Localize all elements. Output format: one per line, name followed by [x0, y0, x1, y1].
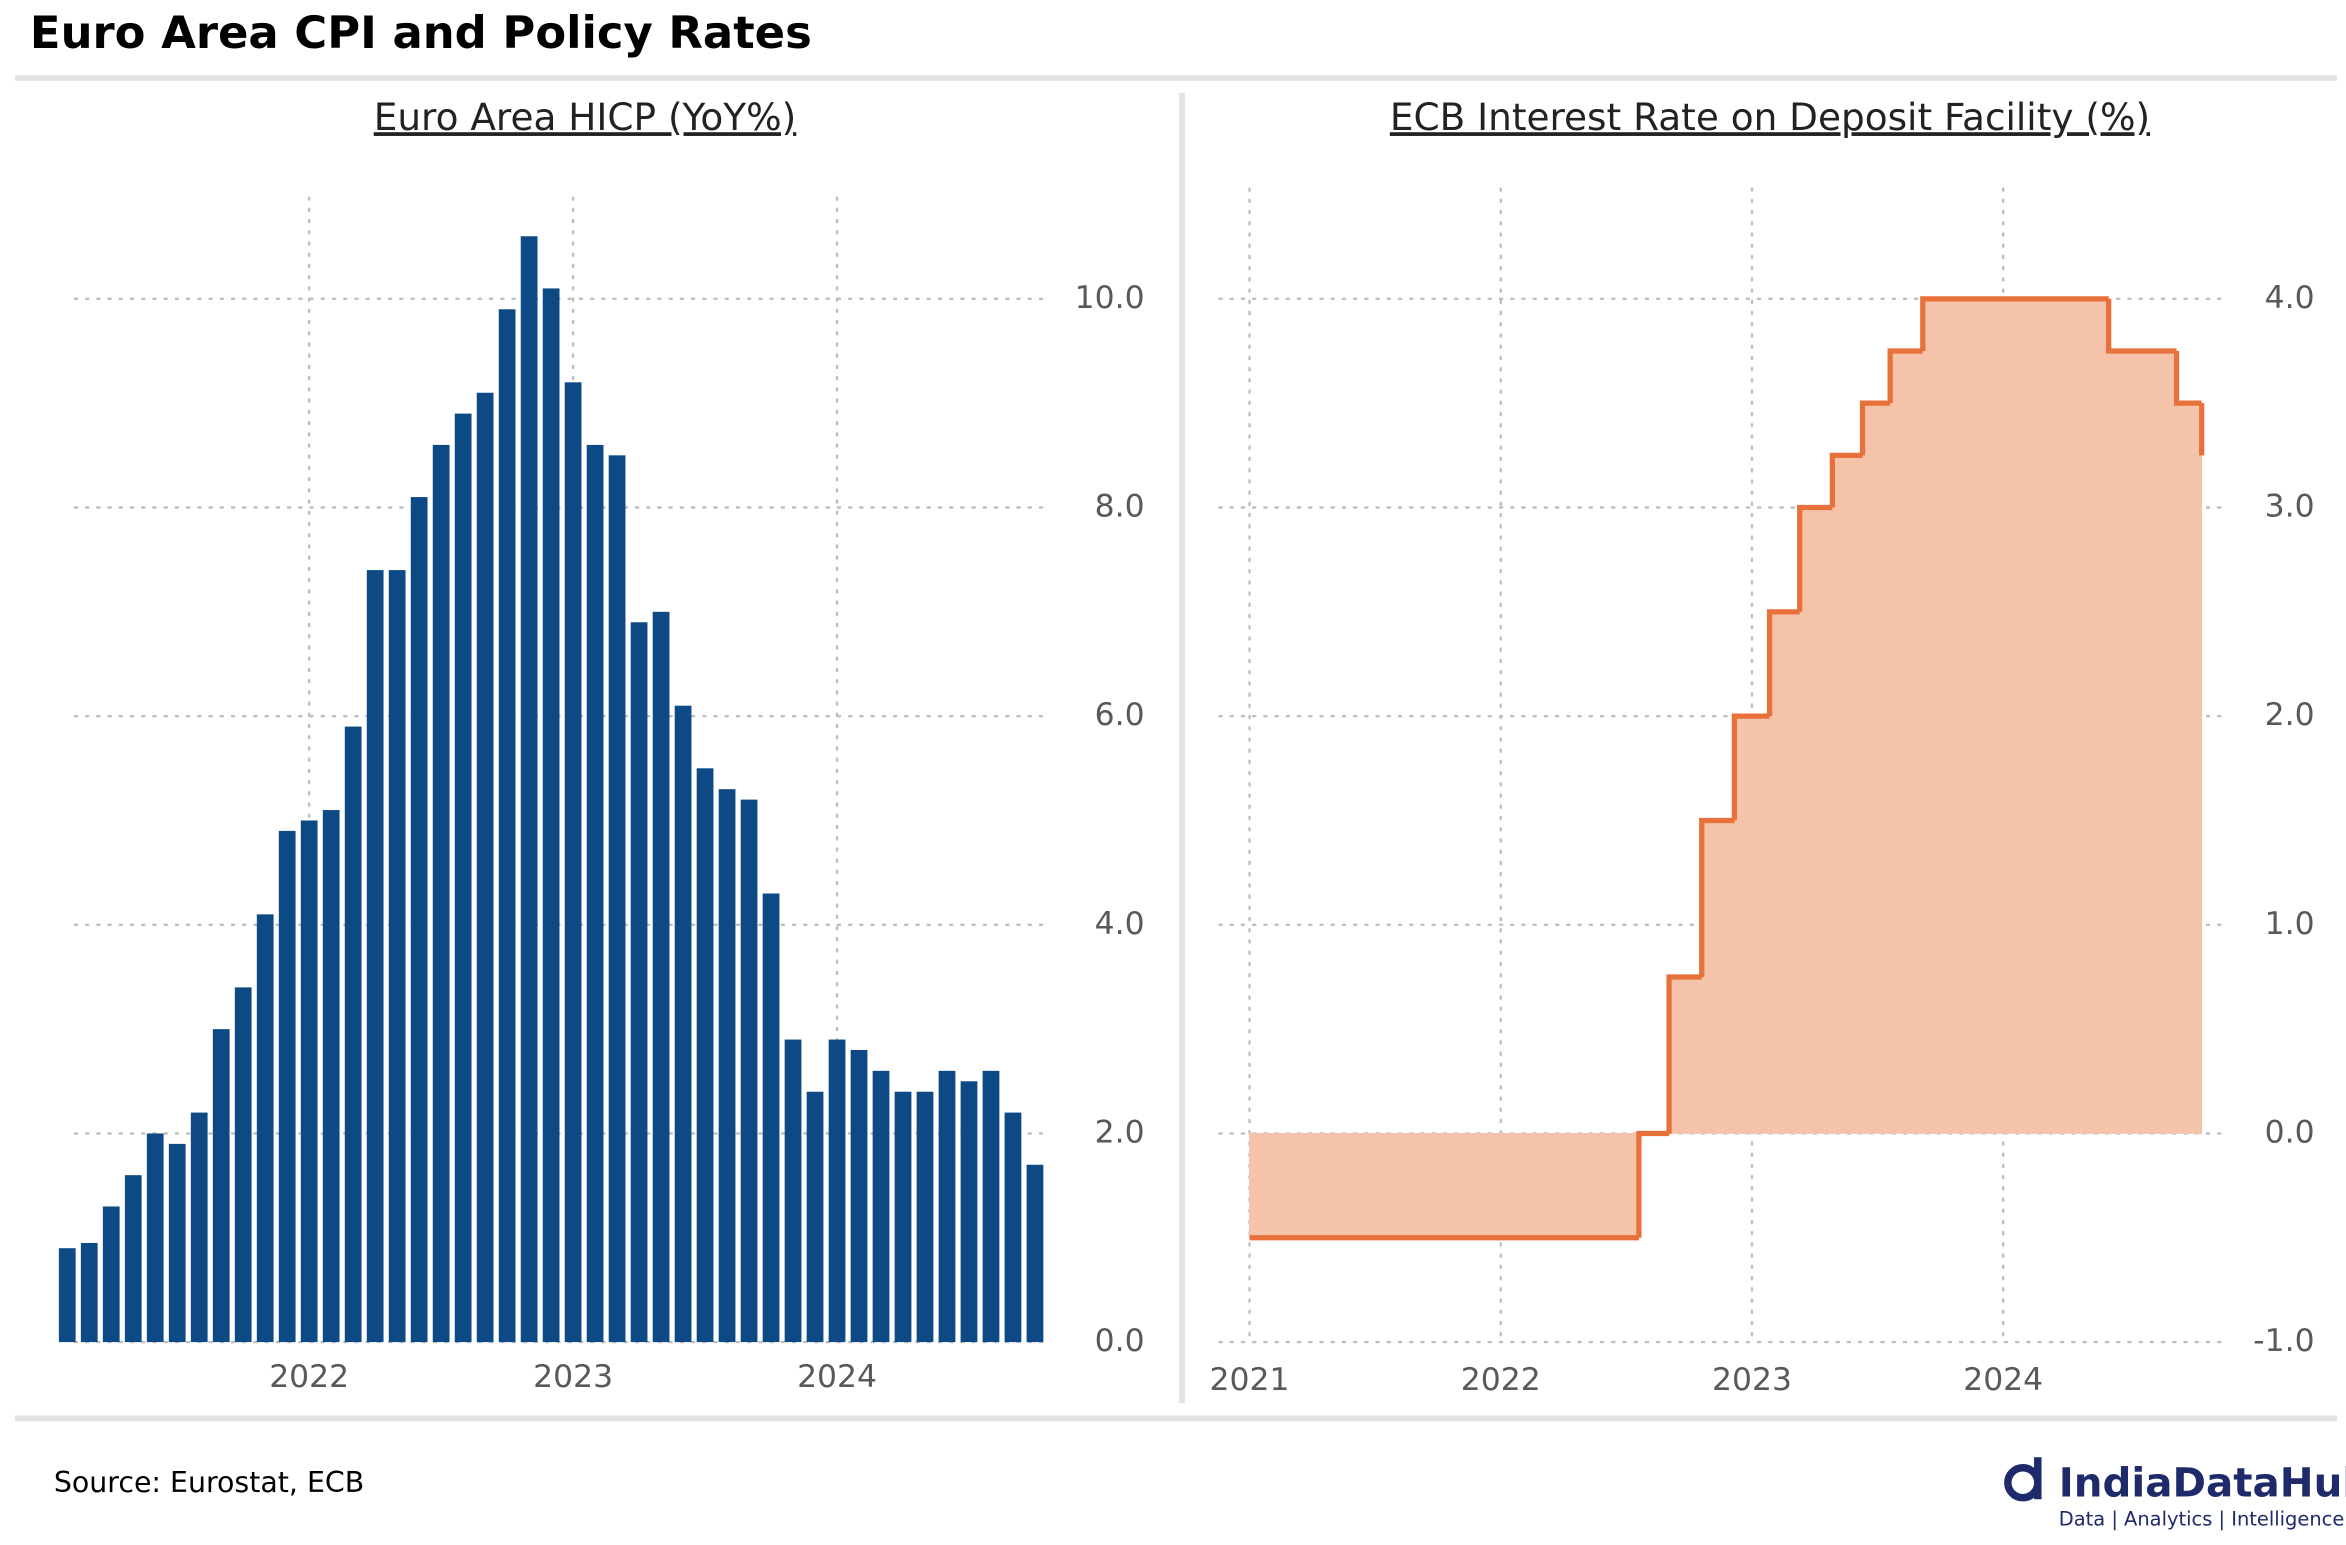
area [1799, 507, 1833, 1134]
y-tick-label: 10.0 [1075, 280, 1145, 316]
bar [718, 789, 736, 1343]
bar [168, 1143, 186, 1343]
x-tick-label: 2022 [269, 1359, 349, 1395]
bar [102, 1206, 120, 1343]
subtitle: ECB Interest Rate on Deposit Facility (%… [1390, 95, 2150, 139]
step-line [1666, 974, 1702, 1134]
step-line [1797, 504, 1833, 612]
bar [828, 1039, 846, 1343]
bar [454, 413, 472, 1343]
subtitle: Euro Area HICP (YoY%) [374, 95, 797, 139]
bar [234, 987, 252, 1343]
logo-tagline: Data | Analytics | Intelligence [2059, 1508, 2345, 1531]
area [1701, 820, 1735, 1134]
x-tick-label: 2024 [797, 1359, 877, 1395]
bar [410, 497, 428, 1343]
x-tick-label: 2023 [1712, 1362, 1792, 1398]
bar [498, 309, 516, 1343]
bar [806, 1091, 824, 1343]
bar [388, 570, 406, 1343]
bar [894, 1091, 912, 1343]
step-line [2173, 351, 2202, 406]
y-tick-label: -1.0 [2253, 1323, 2314, 1359]
area [1831, 454, 1863, 1134]
bar [432, 444, 450, 1343]
logo-text: IndiaDataHub [2059, 1460, 2346, 1507]
y-tick-label: 0.0 [2265, 1114, 2315, 1150]
step-line [2106, 298, 2177, 354]
y-tick-label: 4.0 [1095, 906, 1145, 942]
bar [256, 914, 274, 1343]
bar [608, 455, 626, 1343]
y-tick-label: 2.0 [2265, 697, 2315, 733]
bar [696, 768, 714, 1343]
bar [58, 1248, 76, 1343]
bar [124, 1175, 142, 1343]
step-line [1920, 296, 2109, 352]
bar [740, 799, 758, 1343]
bar [520, 236, 538, 1343]
y-tick-label: 1.0 [2265, 906, 2315, 942]
y-tick-label: 2.0 [1095, 1114, 1145, 1150]
bar [872, 1070, 890, 1343]
step-line [1699, 817, 1735, 977]
area [2176, 402, 2203, 1134]
logo-icon [2004, 1464, 2042, 1502]
bar [212, 1029, 230, 1343]
y-tick-label: 8.0 [1095, 489, 1145, 525]
bar [366, 570, 384, 1343]
bar [652, 611, 670, 1343]
title: Euro Area CPI and Policy Rates [30, 6, 812, 59]
y-tick-label: 6.0 [1095, 697, 1145, 733]
bar [674, 705, 692, 1343]
bar [344, 726, 362, 1343]
bar [1026, 1164, 1044, 1343]
bar [278, 830, 296, 1343]
source: Source: Eurostat, ECB [54, 1466, 364, 1499]
area [1668, 976, 1703, 1134]
y-tick-label: 0.0 [1095, 1323, 1145, 1359]
bar [146, 1133, 164, 1343]
bar [564, 382, 582, 1343]
step-line [1859, 400, 1891, 456]
bar [80, 1242, 98, 1343]
bar [300, 820, 318, 1343]
bar [850, 1049, 868, 1343]
x-tick-label: 2023 [533, 1359, 613, 1395]
bar [784, 1039, 802, 1343]
bar [322, 810, 340, 1343]
bar [190, 1112, 208, 1343]
step-line [1636, 1130, 1670, 1238]
bar [916, 1091, 934, 1343]
logo: IndiaDataHub Data | Analytics | Intellig… [2004, 1457, 2346, 1531]
bar [630, 622, 648, 1343]
step-line [1731, 713, 1770, 821]
step-line [1829, 452, 1863, 508]
bar [542, 288, 560, 1343]
bar [982, 1070, 1000, 1343]
bar [938, 1070, 956, 1343]
bar [762, 893, 780, 1343]
area [1889, 350, 1924, 1134]
step-line [1887, 348, 1923, 404]
area [1862, 402, 1891, 1134]
bar [476, 392, 494, 1343]
area [1769, 611, 1801, 1134]
step-line [1766, 609, 1800, 717]
area [1733, 715, 1771, 1134]
bar [586, 444, 604, 1343]
bar [960, 1081, 978, 1343]
area [1922, 298, 2110, 1134]
y-tick-label: 3.0 [2265, 489, 2315, 525]
bar [1004, 1112, 1022, 1343]
area [2108, 350, 2177, 1134]
x-tick-label: 2021 [1210, 1362, 1290, 1398]
area [1249, 1132, 1640, 1239]
x-tick-label: 2024 [1963, 1362, 2043, 1398]
y-tick-label: 4.0 [2265, 280, 2315, 316]
x-tick-label: 2022 [1461, 1362, 1541, 1398]
